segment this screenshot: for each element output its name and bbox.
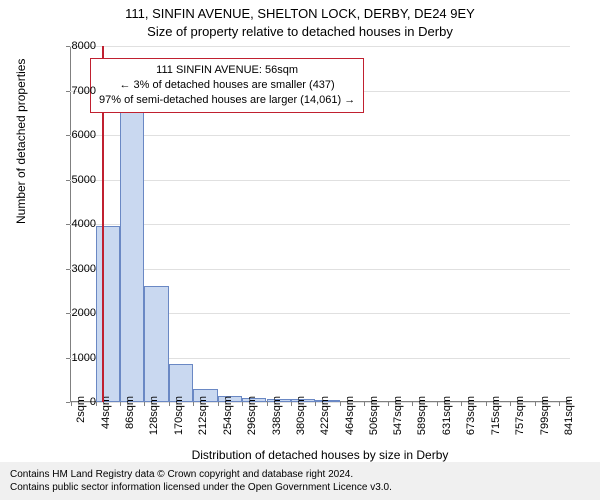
xtick-mark (218, 402, 219, 406)
ytick-label: 4000 (56, 218, 96, 230)
xtick-mark (242, 402, 243, 406)
ytick-label: 8000 (56, 40, 96, 52)
chart-title-line1: 111, SINFIN AVENUE, SHELTON LOCK, DERBY,… (0, 6, 600, 21)
gridline (70, 269, 570, 270)
xtick-mark (267, 402, 268, 406)
xtick-label: 422sqm (319, 396, 331, 435)
xtick-label: 170sqm (173, 396, 185, 435)
xtick-mark (486, 402, 487, 406)
xtick-mark (291, 402, 292, 406)
ytick-label: 5000 (56, 174, 96, 186)
xtick-mark (510, 402, 511, 406)
callout-line: 111 SINFIN AVENUE: 56sqm (99, 63, 355, 78)
histogram-bar (96, 226, 120, 402)
xtick-mark (388, 402, 389, 406)
xtick-mark (559, 402, 560, 406)
x-axis-label: Distribution of detached houses by size … (70, 448, 570, 462)
gridline (70, 224, 570, 225)
ytick-label: 1000 (56, 352, 96, 364)
gridline (70, 135, 570, 136)
footer-line2: Contains public sector information licen… (10, 481, 590, 494)
xtick-mark (461, 402, 462, 406)
xtick-label: 757sqm (514, 396, 526, 435)
ytick-label: 6000 (56, 129, 96, 141)
xtick-mark (120, 402, 121, 406)
xtick-label: 547sqm (392, 396, 404, 435)
footer-attribution: Contains HM Land Registry data © Crown c… (0, 462, 600, 500)
gridline (70, 180, 570, 181)
callout-box: 111 SINFIN AVENUE: 56sqm← 3% of detached… (90, 58, 364, 113)
xtick-label: 380sqm (295, 396, 307, 435)
figure: 111, SINFIN AVENUE, SHELTON LOCK, DERBY,… (0, 0, 600, 500)
xtick-label: 212sqm (197, 396, 209, 435)
gridline (70, 46, 570, 47)
ytick-label: 3000 (56, 263, 96, 275)
xtick-mark (315, 402, 316, 406)
xtick-label: 673sqm (465, 396, 477, 435)
xtick-mark (412, 402, 413, 406)
xtick-mark (535, 402, 536, 406)
xtick-label: 715sqm (490, 396, 502, 435)
histogram-bar (144, 286, 168, 402)
xtick-mark (437, 402, 438, 406)
callout-line: ← 3% of detached houses are smaller (437… (99, 78, 355, 93)
xtick-label: 254sqm (222, 396, 234, 435)
ytick-label: 0 (56, 396, 96, 408)
ytick-label: 2000 (56, 307, 96, 319)
xtick-label: 296sqm (246, 396, 258, 435)
xtick-mark (169, 402, 170, 406)
xtick-label: 338sqm (271, 396, 283, 435)
xtick-label: 589sqm (416, 396, 428, 435)
chart-title-line2: Size of property relative to detached ho… (0, 24, 600, 39)
histogram-bar (120, 104, 144, 402)
xtick-label: 841sqm (563, 396, 575, 435)
xtick-label: 799sqm (539, 396, 551, 435)
xtick-mark (193, 402, 194, 406)
y-axis-label: Number of detached properties (14, 59, 28, 224)
xtick-mark (340, 402, 341, 406)
xtick-mark (144, 402, 145, 406)
footer-line1: Contains HM Land Registry data © Crown c… (10, 468, 590, 481)
plot-area: 2sqm44sqm86sqm128sqm170sqm212sqm254sqm29… (70, 46, 570, 402)
xtick-label: 464sqm (344, 396, 356, 435)
xtick-label: 506sqm (368, 396, 380, 435)
xtick-mark (364, 402, 365, 406)
ytick-label: 7000 (56, 85, 96, 97)
callout-line: 97% of semi-detached houses are larger (… (99, 93, 355, 108)
xtick-label: 631sqm (441, 396, 453, 435)
xtick-label: 86sqm (124, 396, 136, 429)
xtick-label: 128sqm (148, 396, 160, 435)
